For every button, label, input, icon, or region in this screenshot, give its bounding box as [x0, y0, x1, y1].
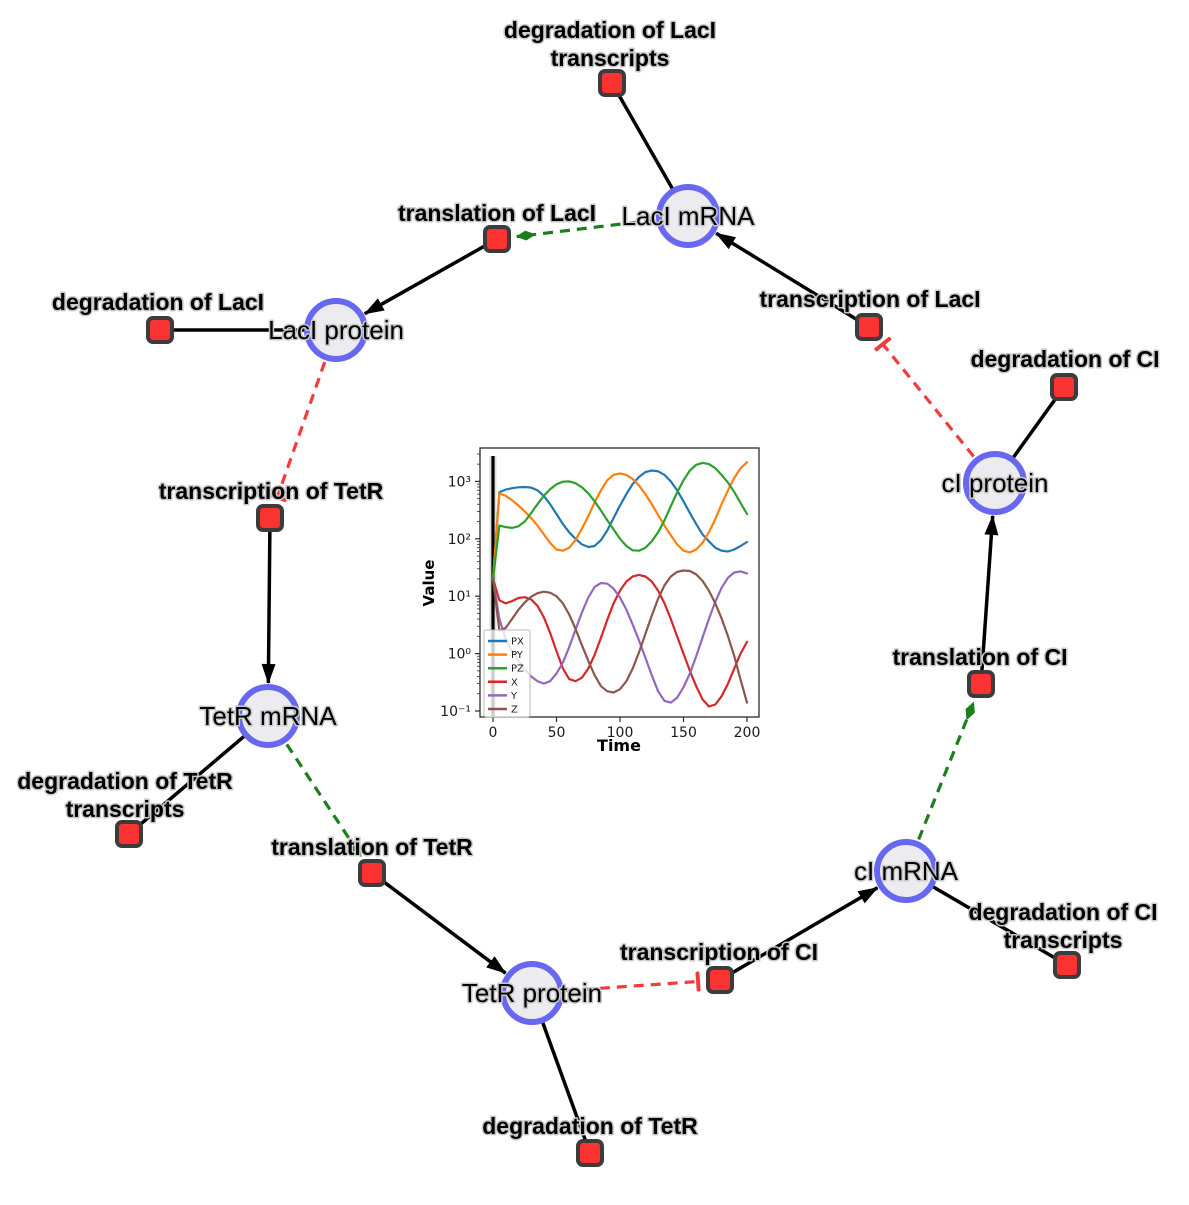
edge-modifier-ci-mrna-to-tl-ci	[904, 701, 976, 872]
legend-label-X: X	[511, 677, 518, 688]
chart-series-PZ	[491, 461, 749, 581]
timecourse-inset-chart: 0 50 100 150 20010⁻¹10⁰10¹10²10³TimeValuePXP…	[420, 434, 776, 768]
chart-series-group	[491, 461, 749, 708]
reaction-node-tl-ci[interactable]	[967, 670, 995, 698]
edge-inhibitor-ci-protein-to-tc-laci	[874, 336, 997, 485]
y-tick-label: 10²	[448, 532, 471, 548]
reaction-label-tc-ci: transcription of CI	[620, 939, 818, 965]
edge-product-tc-ci-to-ci-mrna	[719, 886, 879, 982]
legend-label-Y: Y	[510, 691, 518, 702]
legend-label-PZ: PZ	[511, 664, 524, 675]
species-label-ci-mrna: cI mRNA	[854, 856, 959, 886]
reaction-label-tl-tetr: translation of TetR	[271, 834, 473, 860]
reaction-label-tc-laci: transcription of LacI	[759, 286, 980, 312]
species-node-tetr-mrna[interactable]	[236, 684, 300, 748]
reaction-label-tl-ci: translation of CI	[892, 644, 1067, 670]
legend-label-PX: PX	[511, 637, 524, 648]
reaction-label-tl-laci: translation of LacI	[398, 200, 596, 226]
species-node-tetr-protein[interactable]	[500, 961, 564, 1025]
reaction-node-deg-laci[interactable]	[146, 316, 174, 344]
edge-product-tc-laci-to-laci-mrna	[715, 231, 870, 329]
legend-entry-X: X	[488, 677, 518, 688]
species-label-laci-mrna: LacI mRNA	[622, 201, 756, 231]
chart-series-Y	[491, 570, 749, 704]
reaction-node-deg-tetr-tx[interactable]	[115, 820, 143, 848]
reaction-label-deg-tetr-tx: transcripts	[66, 796, 185, 822]
y-axis-label: Value	[420, 560, 438, 607]
edge-product-tl-ci-to-ci-protein	[979, 514, 999, 685]
y-tick-label: 10⁰	[448, 647, 472, 663]
species-label-laci-protein: LacI protein	[268, 315, 404, 345]
legend-label-PY: PY	[511, 650, 524, 661]
legend-label-Z: Z	[511, 705, 518, 716]
edge-modifier-laci-mrna-to-tl-laci	[515, 214, 689, 241]
legend-entry-Y: Y	[488, 691, 518, 702]
legend-entry-PY: PY	[488, 650, 524, 661]
reaction-label-tc-tetr: transcription of TetR	[159, 478, 384, 504]
legend-entry-Z: Z	[488, 705, 518, 716]
legend-entry-PZ: PZ	[488, 664, 524, 675]
edge-inhibitor-laci-protein-to-tc-tetr	[267, 329, 338, 503]
labels-layer: degradation of LacItranscriptstranslatio…	[16, 16, 1161, 1141]
y-tick-label: 10⁻¹	[440, 704, 471, 720]
chart-series-Z	[491, 569, 749, 704]
edge-product-tl-tetr-to-tetr-protein	[370, 871, 507, 975]
chart-series-PY	[491, 461, 749, 581]
reaction-node-tc-ci[interactable]	[706, 966, 734, 994]
reaction-node-deg-ci[interactable]	[1050, 373, 1078, 401]
reaction-label-deg-tetr-tx: degradation of TetR	[17, 768, 233, 794]
chart-background	[424, 434, 776, 768]
nodes-layer	[115, 69, 1081, 1167]
chart-series-PX	[491, 469, 749, 581]
edge-inhibitor-tetr-protein-to-tc-ci	[531, 971, 701, 995]
reaction-label-deg-laci: degradation of LacI	[52, 289, 264, 315]
species-node-ci-mrna[interactable]	[874, 839, 938, 903]
y-tick-label: 10¹	[448, 589, 471, 605]
reaction-label-deg-ci: degradation of CI	[970, 346, 1159, 372]
species-node-ci-protein[interactable]	[963, 451, 1027, 515]
species-label-ci-protein: cI protein	[942, 468, 1049, 498]
edge-product-tc-tetr-to-tetr-mrna	[261, 517, 276, 685]
x-tick-label: 100	[607, 725, 634, 741]
x-tick-label: 200	[734, 725, 761, 741]
x-tick-label: 0	[489, 725, 498, 741]
edge-product-tl-laci-to-laci-protein	[363, 237, 498, 316]
reaction-node-deg-ci-tx[interactable]	[1053, 951, 1081, 979]
species-label-tetr-mrna: TetR mRNA	[199, 701, 337, 731]
reaction-label-deg-ci-tx: transcripts	[1004, 927, 1123, 953]
reaction-node-tc-tetr[interactable]	[256, 504, 284, 532]
reaction-label-deg-tetr: degradation of TetR	[482, 1113, 698, 1139]
x-tick-label: 150	[670, 725, 697, 741]
species-label-tetr-protein: TetR protein	[462, 978, 602, 1008]
reaction-node-deg-tetr[interactable]	[576, 1139, 604, 1167]
edges-layer	[127, 82, 1068, 1154]
chart-series-X	[491, 573, 749, 708]
reaction-node-tl-laci[interactable]	[483, 225, 511, 253]
legend-entry-PX: PX	[488, 637, 524, 648]
reaction-node-deg-laci-tx[interactable]	[598, 69, 626, 97]
x-tick-label: 50	[548, 725, 566, 741]
species-node-laci-protein[interactable]	[304, 298, 368, 362]
y-tick-label: 10³	[448, 474, 471, 490]
species-node-laci-mrna[interactable]	[656, 184, 720, 248]
reaction-label-deg-laci-tx: transcripts	[551, 45, 670, 71]
reaction-label-deg-ci-tx: degradation of CI	[968, 899, 1157, 925]
x-axis-label: Time	[597, 736, 641, 755]
reaction-label-deg-laci-tx: degradation of LacI	[504, 17, 716, 43]
chart-legend: PX PY PZ XYZ	[483, 629, 531, 718]
edge-modifier-tetr-mrna-to-tl-tetr	[266, 715, 363, 858]
reaction-node-tl-tetr[interactable]	[358, 859, 386, 887]
reaction-node-tc-laci[interactable]	[855, 313, 883, 341]
